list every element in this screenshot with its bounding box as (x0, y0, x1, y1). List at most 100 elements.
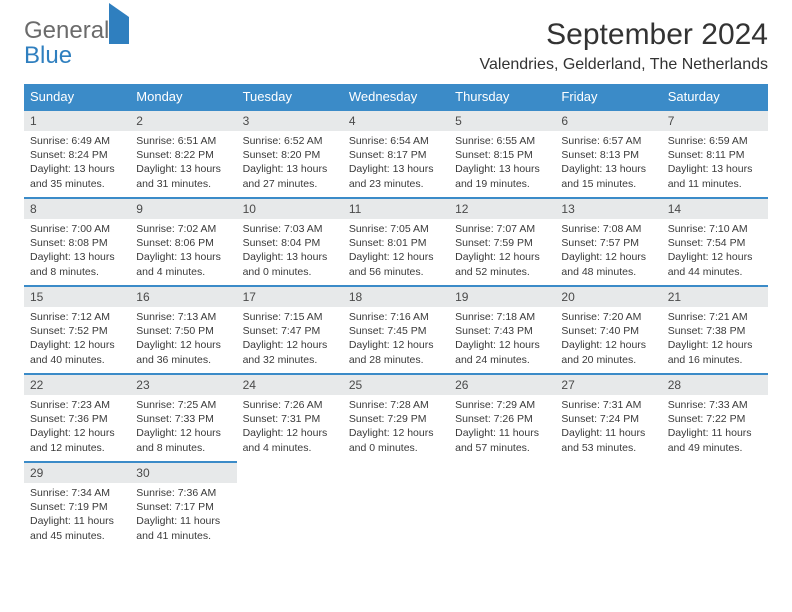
day-number: 3 (237, 109, 343, 131)
calendar-day-cell: 19Sunrise: 7:18 AMSunset: 7:43 PMDayligh… (449, 285, 555, 373)
day-detail-line: and 0 minutes. (243, 265, 337, 279)
day-detail-line: and 40 minutes. (30, 353, 124, 367)
day-detail: Sunrise: 6:59 AMSunset: 8:11 PMDaylight:… (662, 131, 768, 197)
day-detail-line: Daylight: 12 hours (455, 250, 549, 264)
day-detail-line: Sunrise: 7:02 AM (136, 222, 230, 236)
day-detail: Sunrise: 7:21 AMSunset: 7:38 PMDaylight:… (662, 307, 768, 373)
calendar-day-cell: 27Sunrise: 7:31 AMSunset: 7:24 PMDayligh… (555, 373, 661, 461)
calendar-day-cell: 8Sunrise: 7:00 AMSunset: 8:08 PMDaylight… (24, 197, 130, 285)
calendar-day-cell: 23Sunrise: 7:25 AMSunset: 7:33 PMDayligh… (130, 373, 236, 461)
weekday-header: Wednesday (343, 84, 449, 109)
day-detail-line: Daylight: 13 hours (561, 162, 655, 176)
day-detail-line: Sunset: 8:15 PM (455, 148, 549, 162)
calendar-day-cell: .. (343, 461, 449, 549)
month-title: September 2024 (480, 18, 768, 52)
day-detail-line: and 56 minutes. (349, 265, 443, 279)
day-detail-line: Sunrise: 7:10 AM (668, 222, 762, 236)
day-detail-line: and 24 minutes. (455, 353, 549, 367)
calendar-table: SundayMondayTuesdayWednesdayThursdayFrid… (24, 84, 768, 549)
day-detail-line: Daylight: 11 hours (668, 426, 762, 440)
calendar-day-cell: 10Sunrise: 7:03 AMSunset: 8:04 PMDayligh… (237, 197, 343, 285)
day-detail-line: and 41 minutes. (136, 529, 230, 543)
day-number: 22 (24, 373, 130, 395)
day-detail-line: Sunset: 7:36 PM (30, 412, 124, 426)
weekday-header: Friday (555, 84, 661, 109)
day-detail: Sunrise: 7:25 AMSunset: 7:33 PMDaylight:… (130, 395, 236, 461)
day-number: 30 (130, 461, 236, 483)
day-detail-line: Sunset: 7:31 PM (243, 412, 337, 426)
day-detail: Sunrise: 6:57 AMSunset: 8:13 PMDaylight:… (555, 131, 661, 197)
weekday-header: Thursday (449, 84, 555, 109)
day-detail-line: Sunset: 7:26 PM (455, 412, 549, 426)
day-number: 13 (555, 197, 661, 219)
day-detail: Sunrise: 7:20 AMSunset: 7:40 PMDaylight:… (555, 307, 661, 373)
day-detail-line: and 45 minutes. (30, 529, 124, 543)
day-detail-line: and 16 minutes. (668, 353, 762, 367)
day-detail-line: and 20 minutes. (561, 353, 655, 367)
day-detail-line: Sunset: 8:24 PM (30, 148, 124, 162)
day-detail-line: and 8 minutes. (136, 441, 230, 455)
day-detail-line: Sunrise: 7:31 AM (561, 398, 655, 412)
day-detail-line: Sunset: 7:29 PM (349, 412, 443, 426)
day-number: 11 (343, 197, 449, 219)
day-detail-line: Daylight: 13 hours (455, 162, 549, 176)
day-number: 21 (662, 285, 768, 307)
calendar-day-cell: 17Sunrise: 7:15 AMSunset: 7:47 PMDayligh… (237, 285, 343, 373)
day-detail-line: Sunrise: 7:29 AM (455, 398, 549, 412)
day-number: 16 (130, 285, 236, 307)
location: Valendries, Gelderland, The Netherlands (480, 56, 768, 74)
day-detail-line: Daylight: 12 hours (136, 426, 230, 440)
day-detail: Sunrise: 7:03 AMSunset: 8:04 PMDaylight:… (237, 219, 343, 285)
calendar-week-row: 8Sunrise: 7:00 AMSunset: 8:08 PMDaylight… (24, 197, 768, 285)
day-detail-line: Sunrise: 7:08 AM (561, 222, 655, 236)
day-number: 23 (130, 373, 236, 395)
day-number: 12 (449, 197, 555, 219)
day-detail-line: Sunset: 7:33 PM (136, 412, 230, 426)
day-detail-line: Daylight: 11 hours (136, 514, 230, 528)
logo-line1: General (24, 17, 109, 44)
day-detail-line: Sunset: 8:06 PM (136, 236, 230, 250)
day-detail-line: Sunrise: 6:52 AM (243, 134, 337, 148)
day-number: 4 (343, 109, 449, 131)
day-detail-line: Daylight: 12 hours (349, 426, 443, 440)
calendar-day-cell: 25Sunrise: 7:28 AMSunset: 7:29 PMDayligh… (343, 373, 449, 461)
day-detail: Sunrise: 7:16 AMSunset: 7:45 PMDaylight:… (343, 307, 449, 373)
day-detail-line: Sunrise: 7:03 AM (243, 222, 337, 236)
calendar-day-cell: 26Sunrise: 7:29 AMSunset: 7:26 PMDayligh… (449, 373, 555, 461)
day-detail-line: Sunrise: 7:20 AM (561, 310, 655, 324)
calendar-day-cell: 1Sunrise: 6:49 AMSunset: 8:24 PMDaylight… (24, 109, 130, 197)
calendar-day-cell: 4Sunrise: 6:54 AMSunset: 8:17 PMDaylight… (343, 109, 449, 197)
day-detail: Sunrise: 7:00 AMSunset: 8:08 PMDaylight:… (24, 219, 130, 285)
day-detail: Sunrise: 7:33 AMSunset: 7:22 PMDaylight:… (662, 395, 768, 461)
calendar-day-cell: 15Sunrise: 7:12 AMSunset: 7:52 PMDayligh… (24, 285, 130, 373)
weekday-header: Tuesday (237, 84, 343, 109)
day-detail-line: Sunrise: 7:28 AM (349, 398, 443, 412)
day-detail: Sunrise: 7:23 AMSunset: 7:36 PMDaylight:… (24, 395, 130, 461)
day-number: 27 (555, 373, 661, 395)
day-detail-line: Sunset: 8:11 PM (668, 148, 762, 162)
day-detail: Sunrise: 6:52 AMSunset: 8:20 PMDaylight:… (237, 131, 343, 197)
calendar-day-cell: 21Sunrise: 7:21 AMSunset: 7:38 PMDayligh… (662, 285, 768, 373)
day-number: 29 (24, 461, 130, 483)
day-detail-line: Sunrise: 6:54 AM (349, 134, 443, 148)
day-detail-line: Daylight: 12 hours (30, 426, 124, 440)
day-detail: Sunrise: 7:29 AMSunset: 7:26 PMDaylight:… (449, 395, 555, 461)
day-detail-line: Daylight: 12 hours (349, 338, 443, 352)
day-number: 17 (237, 285, 343, 307)
day-detail-line: Sunrise: 7:13 AM (136, 310, 230, 324)
calendar-day-cell: 12Sunrise: 7:07 AMSunset: 7:59 PMDayligh… (449, 197, 555, 285)
day-detail-line: Daylight: 12 hours (243, 338, 337, 352)
calendar-day-cell: 11Sunrise: 7:05 AMSunset: 8:01 PMDayligh… (343, 197, 449, 285)
header: General Blue September 2024 Valendries, … (24, 18, 768, 74)
calendar-day-cell: 29Sunrise: 7:34 AMSunset: 7:19 PMDayligh… (24, 461, 130, 549)
logo-mark-icon (109, 3, 129, 44)
calendar-day-cell: 3Sunrise: 6:52 AMSunset: 8:20 PMDaylight… (237, 109, 343, 197)
day-detail-line: and 57 minutes. (455, 441, 549, 455)
day-detail-line: Sunset: 8:22 PM (136, 148, 230, 162)
day-detail-line: Sunrise: 7:15 AM (243, 310, 337, 324)
day-detail-line: Sunrise: 7:36 AM (136, 486, 230, 500)
day-number: 7 (662, 109, 768, 131)
day-detail-line: Sunrise: 6:59 AM (668, 134, 762, 148)
calendar-week-row: 15Sunrise: 7:12 AMSunset: 7:52 PMDayligh… (24, 285, 768, 373)
weekday-header: Saturday (662, 84, 768, 109)
